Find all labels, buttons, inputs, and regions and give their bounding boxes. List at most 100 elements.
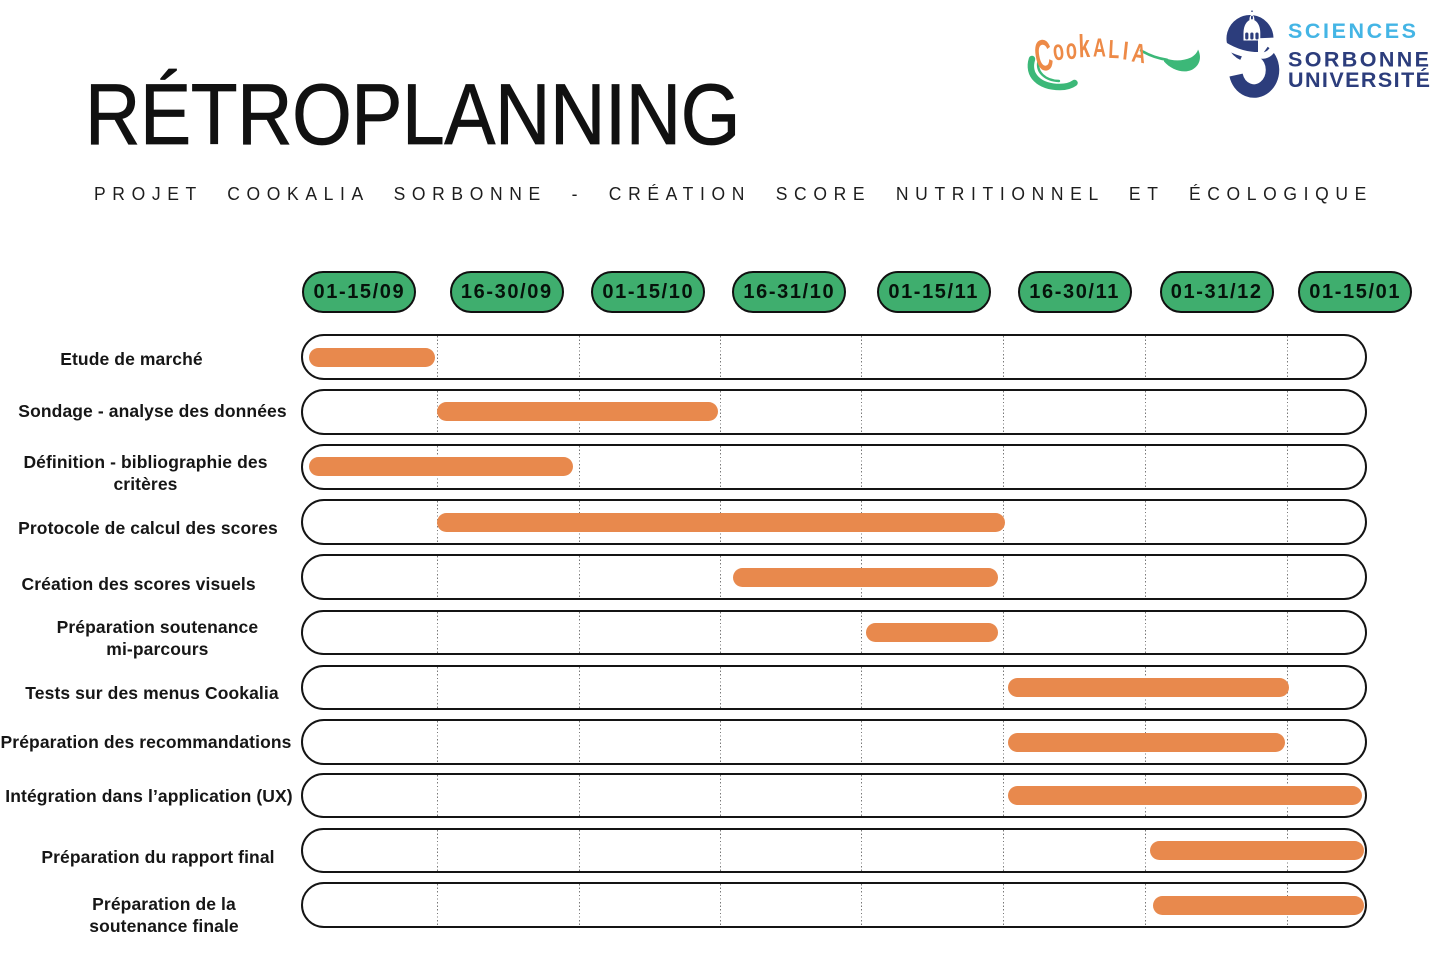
sorbonne-dome-icon — [1243, 9, 1261, 41]
column-gridline — [436, 336, 438, 378]
column-gridline — [860, 611, 862, 653]
column-gridline — [1286, 501, 1288, 543]
cookalia-swoosh-right — [1139, 49, 1200, 72]
column-gridline — [860, 391, 862, 433]
cookalia-logo: Coo k A L I A — [1027, 28, 1200, 91]
task-label: Préparation des recommandations — [0, 731, 311, 753]
task-label-line: Création des scores visuels — [21, 573, 256, 594]
column-gridline — [1144, 501, 1146, 543]
task-label-line: critères — [113, 474, 178, 494]
column-gridline — [578, 721, 580, 763]
column-gridline — [578, 446, 580, 488]
task-bar — [1150, 840, 1364, 860]
task-bar — [437, 402, 718, 422]
column-gridline — [578, 336, 580, 378]
task-label: Création des scores visuels — [0, 573, 304, 595]
task-bar — [1008, 677, 1289, 697]
column-gridline — [1002, 556, 1004, 598]
task-label: Préparation du rapport final — [0, 846, 323, 868]
task-bar — [309, 347, 435, 367]
column-gridline — [719, 611, 721, 653]
task-label-line: mi-parcours — [106, 639, 209, 659]
column-gridline — [719, 391, 721, 433]
column-gridline — [719, 884, 721, 926]
column-gridline — [719, 446, 721, 488]
column-gridline — [1002, 829, 1004, 872]
column-gridline — [436, 829, 438, 872]
column-gridline — [1144, 611, 1146, 653]
page-subtitle: PROJET COOKALIA SORBONNE - CRÉATION SCOR… — [94, 183, 1373, 204]
column-gridline — [1002, 446, 1004, 488]
task-label: Intégration dans l’application (UX) — [0, 785, 314, 807]
column-gridline — [860, 446, 862, 488]
cookalia-letter: k — [1078, 28, 1091, 64]
task-bar — [866, 622, 998, 642]
column-gridline — [1144, 336, 1146, 378]
column-gridline — [436, 774, 438, 816]
cookalia-letter: I — [1121, 36, 1129, 66]
task-bar — [733, 567, 998, 587]
task-label: Définition - bibliographie des critères — [0, 451, 311, 495]
task-label-line: soutenance finale — [89, 916, 239, 937]
column-gridline — [1002, 666, 1004, 708]
column-gridline — [719, 774, 721, 816]
cookalia-letter: o — [1051, 34, 1066, 68]
column-gridline — [1286, 391, 1288, 433]
column-gridline — [860, 829, 862, 872]
task-track — [301, 444, 1367, 490]
task-label-line: Préparation du rapport final — [41, 846, 275, 867]
sorbonne-text: SCIENCES SORBONNE UNIVERSITÉ — [1288, 19, 1430, 92]
task-label-line: Intégration dans l’application (UX) — [5, 785, 293, 806]
column-gridline — [1144, 884, 1146, 926]
timeline-period-pill-3: 01-15/10 — [591, 271, 706, 313]
column-gridline — [578, 884, 580, 926]
task-bar — [309, 457, 573, 477]
column-gridline — [436, 556, 438, 598]
task-label-line: Préparation soutenance — [56, 617, 259, 637]
task-track — [301, 609, 1367, 655]
column-gridline — [436, 611, 438, 653]
column-gridline — [1286, 721, 1288, 763]
task-label-line: Protocole de calcul des scores — [18, 517, 278, 538]
task-track — [301, 554, 1367, 600]
column-gridline — [578, 556, 580, 598]
column-gridline — [578, 774, 580, 816]
column-gridline — [719, 829, 721, 872]
task-label-line: Tests sur des menus Cookalia — [25, 683, 279, 703]
task-track — [301, 772, 1367, 818]
column-gridline — [1002, 721, 1004, 763]
task-label-line: Préparation de la — [92, 894, 236, 915]
column-gridline — [1144, 391, 1146, 433]
column-gridline — [719, 556, 721, 598]
column-gridline — [860, 721, 862, 763]
cookalia-letter: L — [1108, 35, 1121, 65]
sorbonne-line-universite: UNIVERSITÉ — [1288, 67, 1430, 92]
sorbonne-universite-logo: SCIENCES SORBONNE UNIVERSITÉ — [1222, 9, 1430, 98]
task-label: Préparation de la soutenance finale — [0, 893, 329, 937]
column-gridline — [436, 884, 438, 926]
column-gridline — [1144, 556, 1146, 598]
column-gridline — [578, 611, 580, 653]
task-label: Sondage - analyse des données — [0, 400, 318, 422]
column-gridline — [1002, 391, 1004, 433]
column-gridline — [860, 774, 862, 816]
task-label-line: Etude de marché — [60, 348, 203, 369]
task-track — [301, 882, 1367, 928]
task-label-line: Sondage - analyse des données — [18, 401, 287, 422]
column-gridline — [578, 829, 580, 872]
page-title: RÉTROPLANNING — [85, 67, 741, 163]
column-gridline — [719, 666, 721, 708]
task-label: Préparation soutenance mi-parcours — [0, 616, 322, 660]
timeline-period-pill-6: 16-30/11 — [1017, 271, 1132, 313]
task-track — [301, 664, 1367, 710]
column-gridline — [1002, 611, 1004, 653]
task-track — [301, 334, 1367, 380]
column-gridline — [578, 666, 580, 708]
sorbonne-s-symbol — [1222, 9, 1280, 98]
task-track — [301, 719, 1367, 765]
column-gridline — [436, 721, 438, 763]
cookalia-letter: o — [1065, 33, 1078, 66]
timeline-period-pill-5: 01-15/11 — [876, 271, 991, 313]
column-gridline — [1286, 446, 1288, 488]
column-gridline — [1286, 556, 1288, 598]
